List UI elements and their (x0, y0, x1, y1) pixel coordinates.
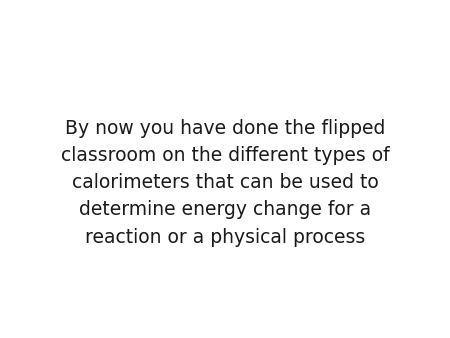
Text: By now you have done the flipped
classroom on the different types of
calorimeter: By now you have done the flipped classro… (61, 119, 389, 246)
